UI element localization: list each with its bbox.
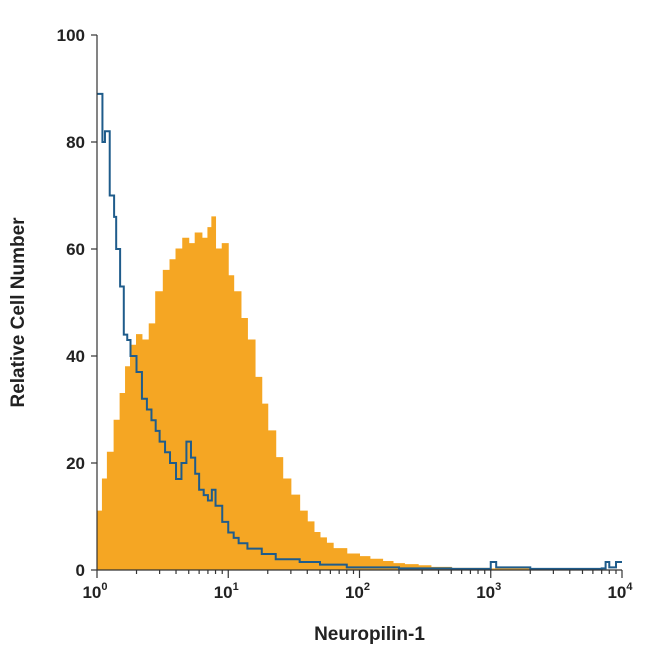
y-ticks: 0 20 40 60 80 100 bbox=[57, 26, 97, 580]
y-tick-label: 0 bbox=[76, 561, 85, 580]
isotype-histogram-area bbox=[96, 216, 622, 571]
y-axis-title: Relative Cell Number bbox=[8, 217, 29, 408]
y-tick-label: 40 bbox=[66, 347, 85, 366]
plot-area bbox=[96, 92, 622, 571]
y-tick-label: 80 bbox=[66, 133, 85, 152]
x-tick-label: 102 bbox=[345, 581, 370, 602]
y-tick-label: 20 bbox=[66, 454, 85, 473]
y-tick-label: 60 bbox=[66, 240, 85, 259]
x-tick-label: 100 bbox=[82, 581, 107, 602]
x-tick-label: 104 bbox=[607, 581, 633, 602]
x-axis-title: Neuropilin-1 bbox=[314, 624, 425, 645]
x-tick-label: 101 bbox=[214, 581, 239, 602]
x-tick-label: 103 bbox=[476, 581, 501, 602]
antibody-histogram-line bbox=[97, 92, 622, 570]
y-tick-label: 100 bbox=[57, 26, 85, 45]
x-ticks: 100 101 102 103 104 bbox=[82, 570, 633, 602]
